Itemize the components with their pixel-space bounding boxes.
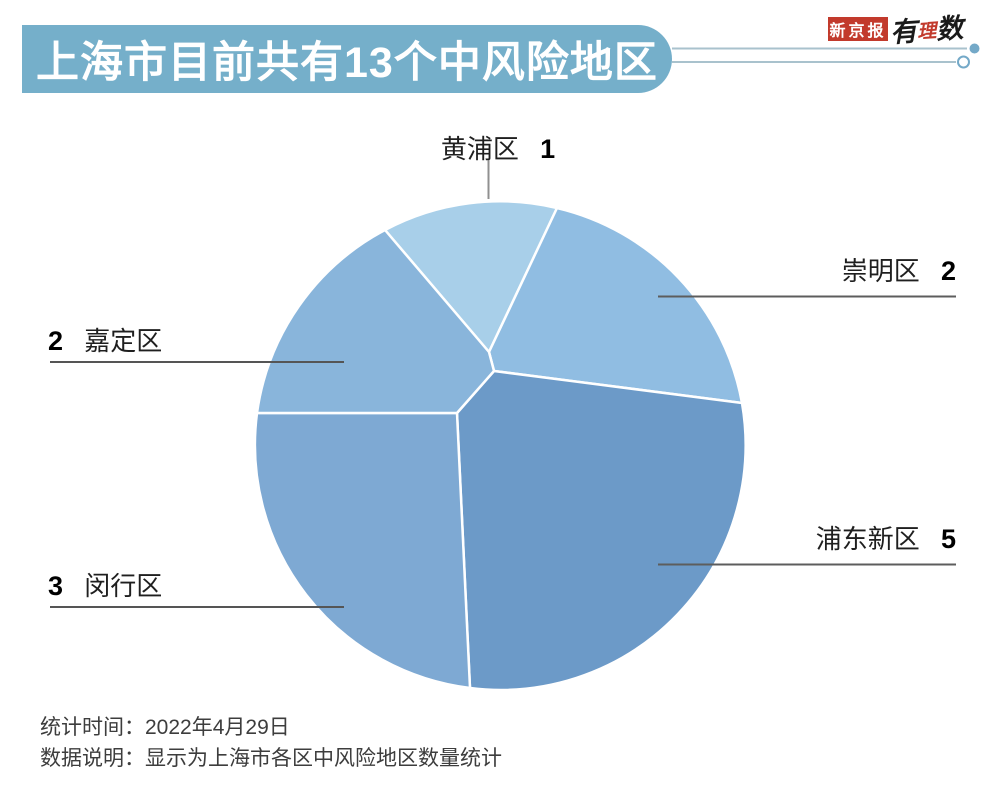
header-deco-lines [672, 43, 980, 69]
filled-dot-icon [969, 43, 980, 54]
pie-slices [253, 200, 747, 692]
title-banner: 上海市目前共有13个中风险地区 [22, 25, 672, 93]
pie-slice-minhang [253, 411, 472, 690]
label-pudong-value: 5 [940, 524, 956, 554]
xinjingbao-logo-text: 新京报 [829, 23, 887, 40]
footer-notes: 统计时间：2022年4月29日 数据说明：显示为上海市各区中风险地区数量统计 [40, 712, 502, 774]
label-huangpu: 黄浦区 1 [408, 129, 588, 166]
label-minhang-name: 闵行区 [84, 571, 163, 601]
xinjingbao-logo: 新京报 [828, 17, 888, 41]
label-minhang: 3 闵行区 [48, 566, 162, 603]
label-chongming-name: 崇明区 [841, 256, 920, 286]
footer-data-note: 数据说明：显示为上海市各区中风险地区数量统计 [40, 747, 502, 770]
label-jiading-value: 2 [48, 326, 64, 356]
pie-slice-jiading [255, 228, 496, 415]
label-chongming: 崇明区 2 [842, 251, 956, 288]
label-jiading: 2 嘉定区 [48, 321, 162, 358]
pie-slice-pudong [455, 369, 747, 692]
pie-slice-chongming [487, 206, 744, 405]
label-jiading-name: 嘉定区 [84, 326, 163, 356]
label-huangpu-value: 1 [540, 134, 556, 164]
label-minhang-value: 3 [48, 571, 64, 601]
ring-icon [957, 55, 970, 69]
footer-stat-time: 统计时间：2022年4月29日 [40, 716, 290, 739]
label-pudong: 浦东新区 5 [816, 519, 956, 556]
leader-lines [50, 160, 956, 608]
label-chongming-value: 2 [940, 256, 956, 286]
label-pudong-name: 浦东新区 [815, 524, 920, 554]
label-huangpu-name: 黄浦区 [440, 134, 519, 164]
page-title: 上海市目前共有13个中风险地区 [36, 39, 658, 87]
